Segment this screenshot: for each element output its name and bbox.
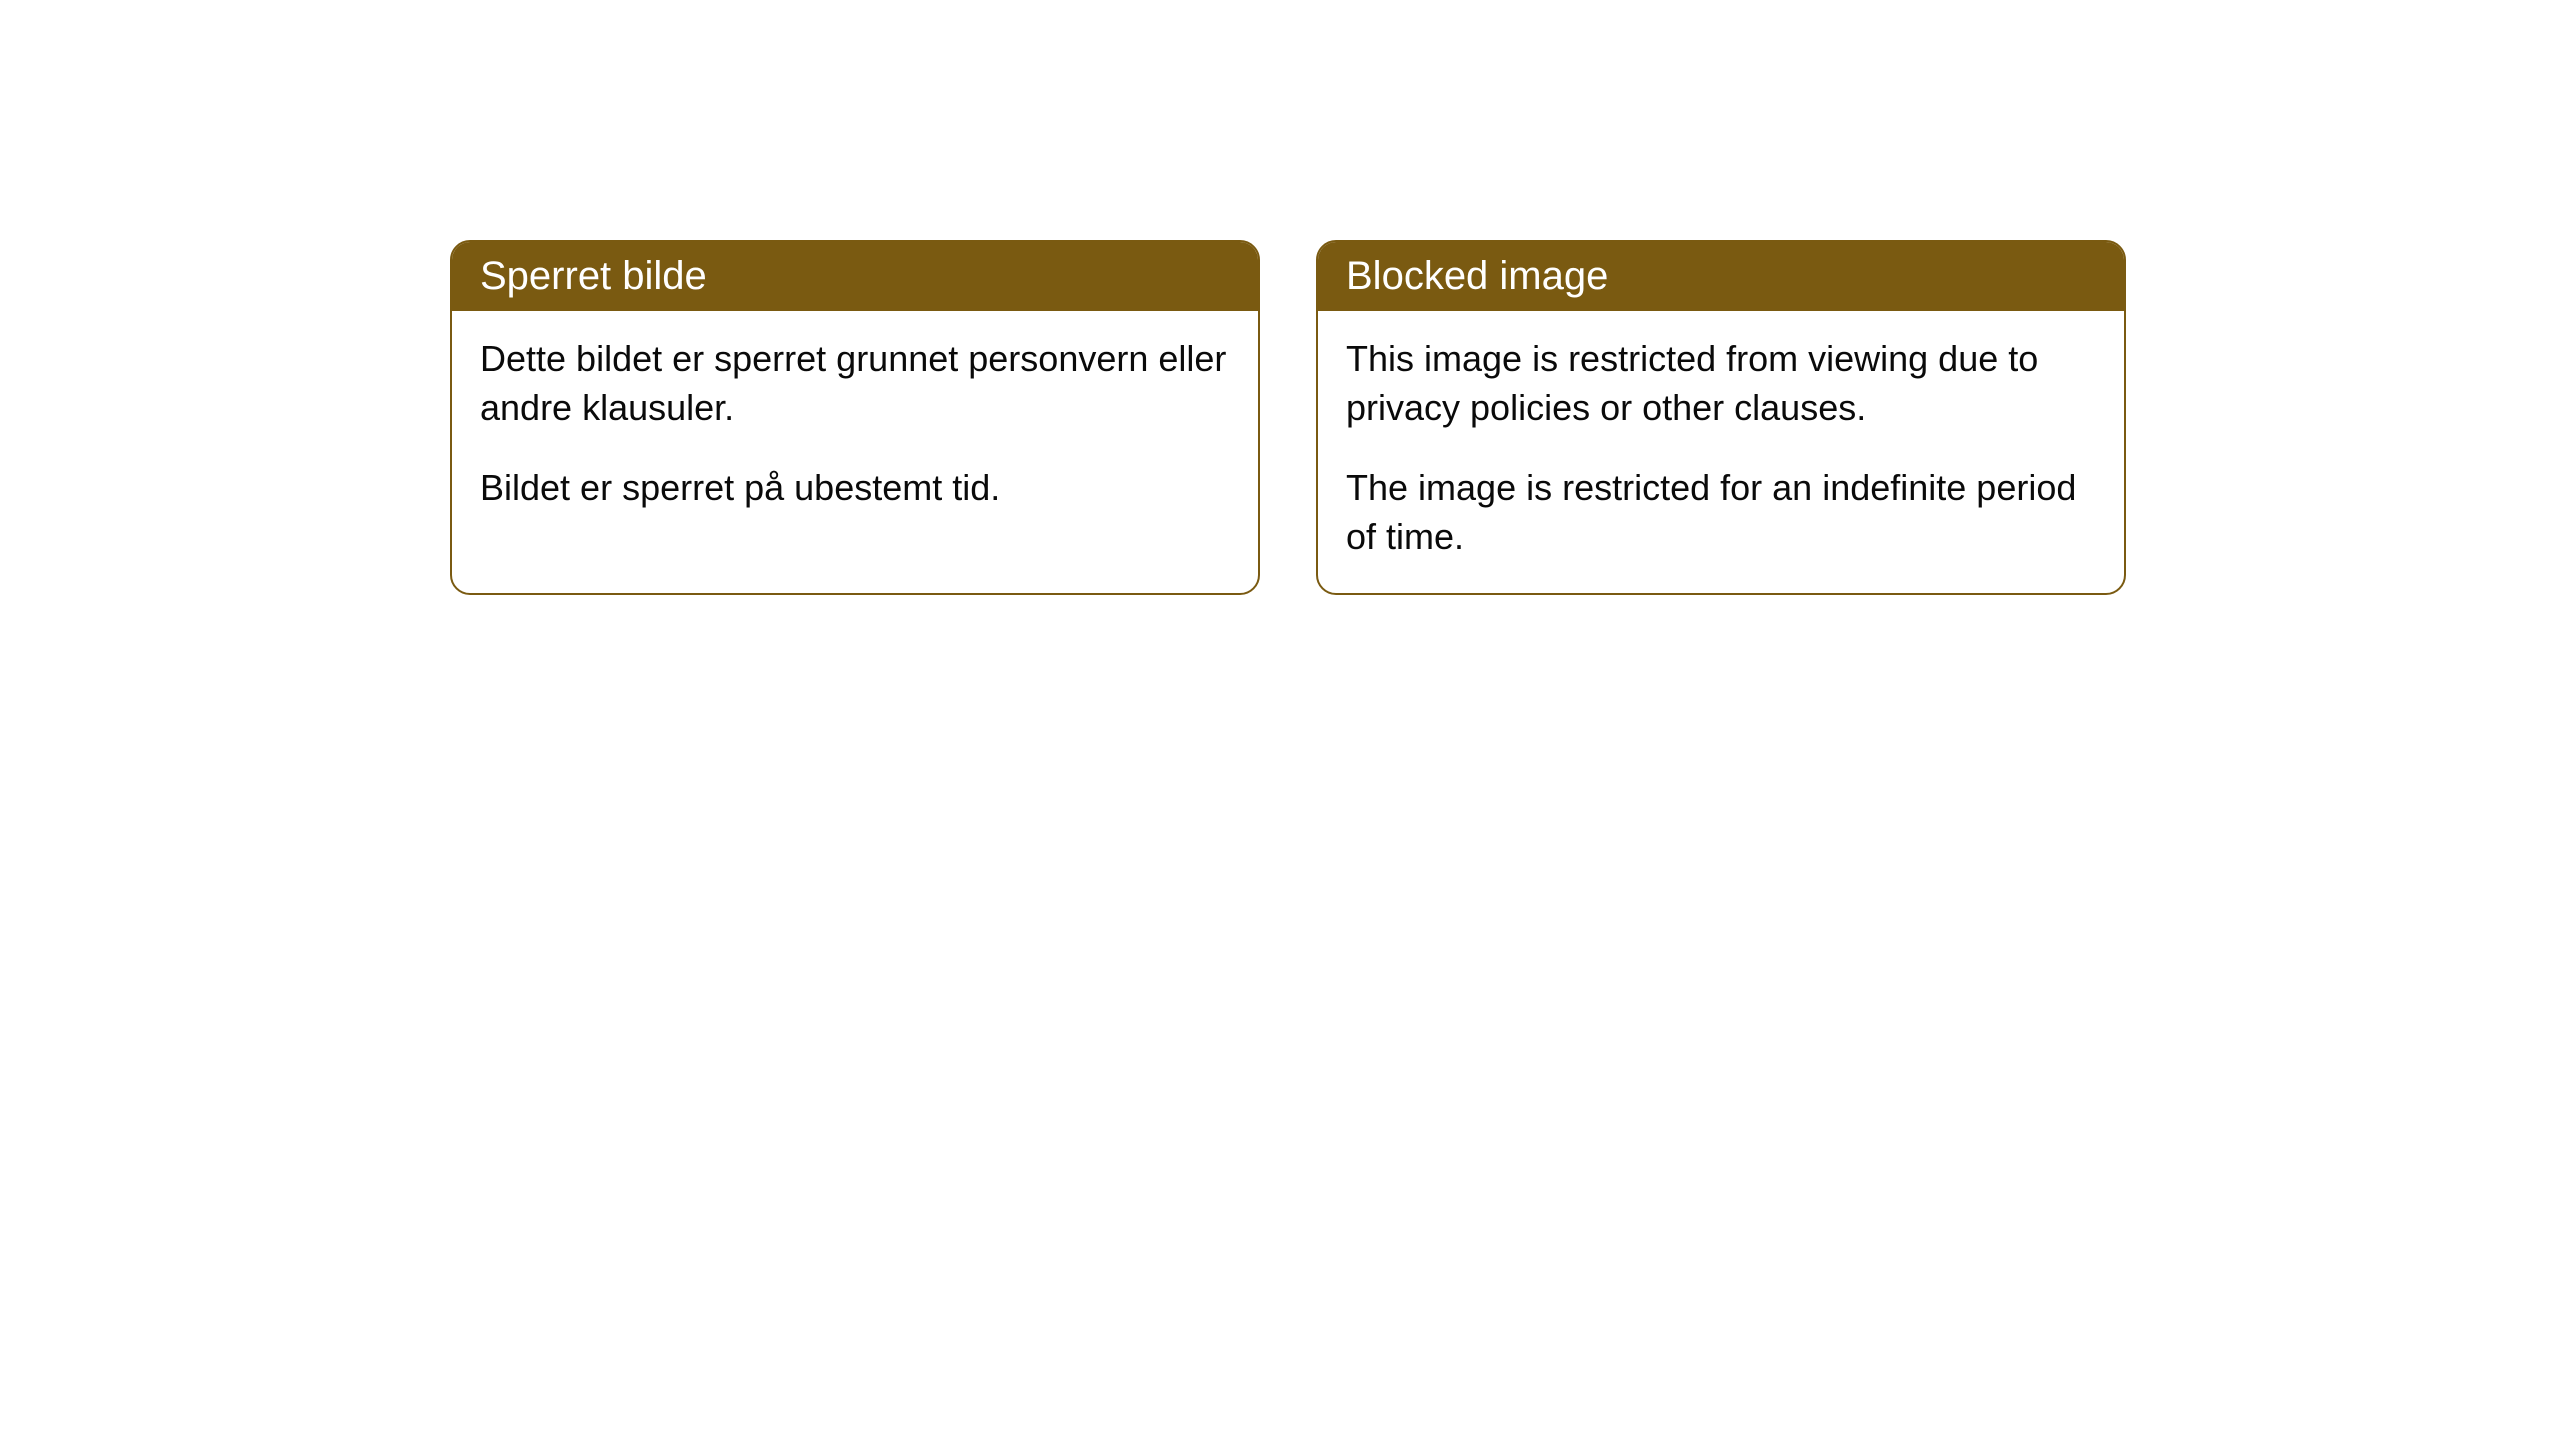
blocked-image-card-english: Blocked image This image is restricted f…: [1316, 240, 2126, 595]
card-paragraph-1: Dette bildet er sperret grunnet personve…: [480, 335, 1230, 432]
card-header-english: Blocked image: [1318, 242, 2124, 311]
card-title: Sperret bilde: [480, 254, 707, 298]
card-paragraph-1: This image is restricted from viewing du…: [1346, 335, 2096, 432]
card-paragraph-2: The image is restricted for an indefinit…: [1346, 464, 2096, 561]
card-header-norwegian: Sperret bilde: [452, 242, 1258, 311]
card-title: Blocked image: [1346, 254, 1608, 298]
card-paragraph-2: Bildet er sperret på ubestemt tid.: [480, 464, 1230, 513]
card-body-english: This image is restricted from viewing du…: [1318, 311, 2124, 593]
blocked-image-card-norwegian: Sperret bilde Dette bildet er sperret gr…: [450, 240, 1260, 595]
card-body-norwegian: Dette bildet er sperret grunnet personve…: [452, 311, 1258, 545]
notice-cards-container: Sperret bilde Dette bildet er sperret gr…: [450, 240, 2560, 595]
